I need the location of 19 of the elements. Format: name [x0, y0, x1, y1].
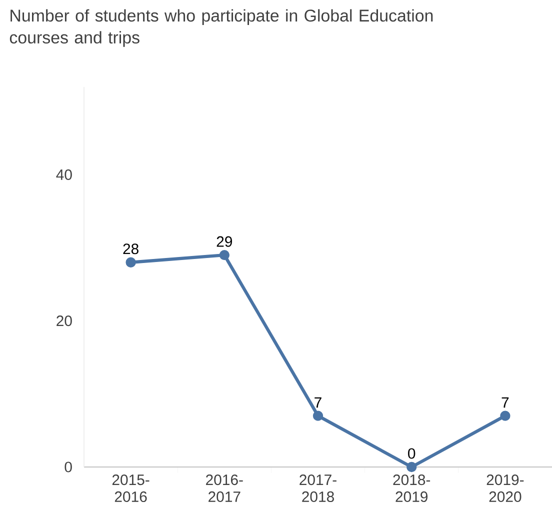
point [500, 410, 510, 421]
x-tick-label: 2016-2017 [206, 474, 243, 502]
data-label: 0 [408, 448, 416, 459]
point [312, 410, 324, 421]
point [406, 462, 417, 472]
data-label: 7 [502, 397, 509, 408]
data-label: 7 [314, 397, 322, 408]
y-tick-label: 40 [56, 169, 72, 180]
chart-title: Number of students who participate in Global Education courses and trips [10, 9, 433, 47]
y-tick-label: 20 [56, 316, 72, 326]
data-label: 28 [123, 244, 138, 254]
x-tick-label: 2015-2016 [112, 474, 150, 502]
point [219, 250, 230, 260]
x-tick-label: 2017-2018 [300, 474, 336, 502]
point [126, 257, 136, 268]
data-label: 29 [216, 236, 232, 247]
x-tick-label: 2018-2019 [393, 474, 430, 502]
y-tick-label: 0 [64, 462, 72, 472]
x-tick-label: 2019-2020 [486, 474, 524, 502]
